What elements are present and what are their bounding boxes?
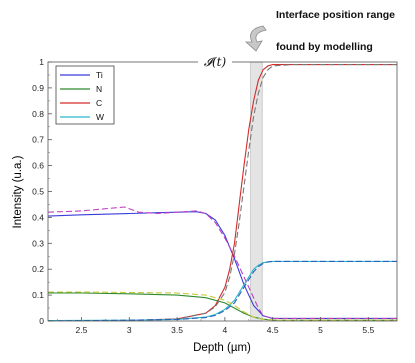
y-tick-label: 1	[39, 57, 44, 67]
x-tick-label: 4.5	[267, 325, 279, 335]
x-tick-label: 3	[127, 325, 132, 335]
legend-box	[55, 65, 115, 125]
y-tick-label: 0.6	[32, 161, 44, 171]
x-tick-label: 5	[318, 325, 323, 335]
interface-label-bg	[198, 53, 232, 70]
y-tick-label: 0.2	[32, 264, 44, 274]
x-tick-label: 3.5	[171, 325, 183, 335]
y-tick-label: 0.9	[32, 83, 44, 93]
y-tick-label: 0.7	[32, 135, 44, 145]
annotation-line-1: Interface position range	[276, 9, 395, 21]
legend-label-n: N	[96, 84, 102, 94]
y-tick-label: 0.1	[32, 290, 44, 300]
interface-symbol-label: 𝓘(t)	[204, 55, 227, 69]
legend-label-w: W	[96, 112, 104, 122]
legend: Ti NCW	[55, 65, 115, 125]
series-line-model-6	[48, 64, 397, 321]
x-tick-label: 4	[223, 325, 228, 335]
y-axis-label: Intensity (u.a.)	[12, 155, 24, 228]
series-line-model-4	[48, 206, 397, 319]
legend-label-c: C	[96, 98, 102, 108]
series-line-model-7	[48, 260, 397, 321]
curved-arrow-icon	[244, 25, 267, 52]
y-tick-label: 0.5	[32, 187, 44, 197]
y-tick-label: 0.4	[32, 212, 44, 222]
y-tick-label: 0.3	[32, 238, 44, 248]
x-tick-label: 2.5	[76, 325, 88, 335]
x-tick-label: 5.5	[362, 325, 374, 335]
legend-label-ti: Ti	[96, 70, 103, 80]
x-axis-label: Depth (µm)	[193, 342, 251, 354]
y-tick-label: 0.8	[32, 109, 44, 119]
annotation-line-2: found by modelling	[276, 41, 373, 53]
series-line-n	[48, 292, 397, 321]
y-tick-label: 0	[39, 316, 44, 326]
